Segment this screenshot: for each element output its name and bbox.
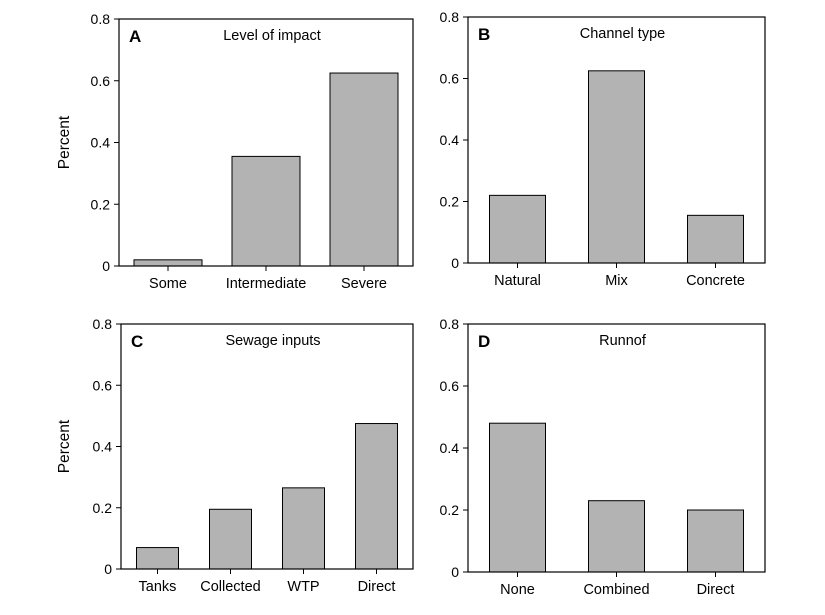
- bar-c-3: [355, 423, 398, 570]
- category-label-b-2: Concrete: [686, 273, 745, 289]
- ytick-label-b-4: 0.8: [440, 9, 460, 25]
- category-label-a-2: Severe: [341, 276, 387, 292]
- category-label-d-2: Direct: [697, 582, 735, 598]
- category-label-c-2: WTP: [287, 579, 319, 595]
- panel-letter-d: D: [478, 332, 490, 351]
- category-label-a-0: Some: [149, 276, 187, 292]
- category-label-b-0: Natural: [494, 273, 541, 289]
- panel-letter-b: B: [478, 25, 490, 44]
- panel-letter-a: A: [129, 27, 141, 46]
- ytick-label-a-0: 0: [102, 258, 110, 274]
- ytick-label-a-4: 0.8: [91, 11, 111, 27]
- bar-a-0: [133, 259, 203, 267]
- bar-c-1: [209, 508, 252, 570]
- bar-d-1: [588, 500, 645, 573]
- category-label-d-0: None: [500, 582, 535, 598]
- bar-c-2: [282, 487, 325, 570]
- ytick-label-d-4: 0.8: [440, 316, 460, 332]
- bar-b-0: [489, 194, 546, 264]
- ytick-label-d-1: 0.2: [440, 502, 460, 518]
- panel-a: 0 0.2 0.4 0.6 0.8 Some Intermediate Severe A Leve…: [56, 11, 414, 292]
- ytick-label-b-2: 0.4: [440, 132, 460, 148]
- ytick-label-c-3: 0.6: [93, 377, 113, 393]
- panel-d: 0 0.2 0.4 0.6 0.8 None Combined Direct D Runnof: [440, 316, 766, 598]
- panel-title-d: Runnof: [599, 333, 647, 349]
- bar-a-1: [231, 155, 301, 267]
- ytick-label-b-3: 0.6: [440, 71, 460, 87]
- ytick-label-d-2: 0.4: [440, 440, 460, 456]
- ytick-label-b-1: 0.2: [440, 194, 460, 210]
- category-label-c-1: Collected: [200, 579, 260, 595]
- ytick-label-a-2: 0.4: [91, 135, 111, 151]
- bar-d-2: [687, 509, 744, 573]
- panel-title-c: Sewage inputs: [225, 333, 320, 349]
- bar-b-1: [588, 70, 645, 264]
- category-label-c-0: Tanks: [139, 579, 177, 595]
- y-axis-label-a: Percent: [56, 115, 73, 169]
- category-label-a-1: Intermediate: [226, 276, 307, 292]
- panel-title-b: Channel type: [580, 26, 665, 42]
- ytick-label-c-0: 0: [104, 561, 112, 577]
- y-axis-label-c: Percent: [56, 419, 73, 473]
- bar-d-0: [489, 422, 546, 573]
- ytick-label-d-3: 0.6: [440, 378, 460, 394]
- ytick-label-c-4: 0.8: [93, 316, 113, 332]
- panel-letter-c: C: [131, 332, 143, 351]
- bar-b-2: [687, 214, 744, 264]
- ytick-label-a-1: 0.2: [91, 196, 111, 212]
- bar-a-2: [329, 72, 399, 267]
- category-label-b-1: Mix: [605, 273, 628, 289]
- ytick-label-d-0: 0: [451, 564, 459, 580]
- panel-title-a: Level of impact: [223, 28, 321, 44]
- panel-b: 0 0.2 0.4 0.6 0.8 Natural Mix Concrete B Channel …: [440, 9, 766, 289]
- category-label-c-3: Direct: [358, 579, 396, 595]
- ytick-label-c-1: 0.2: [93, 500, 113, 516]
- panel-c: 0 0.2 0.4 0.6 0.8 Tanks Collected WTP Direct C Sew…: [56, 316, 414, 595]
- ytick-label-a-3: 0.6: [91, 73, 111, 89]
- bar-c-0: [136, 547, 179, 570]
- ytick-label-b-0: 0: [451, 255, 459, 271]
- ytick-label-c-2: 0.4: [93, 439, 113, 455]
- category-label-d-1: Combined: [583, 582, 649, 598]
